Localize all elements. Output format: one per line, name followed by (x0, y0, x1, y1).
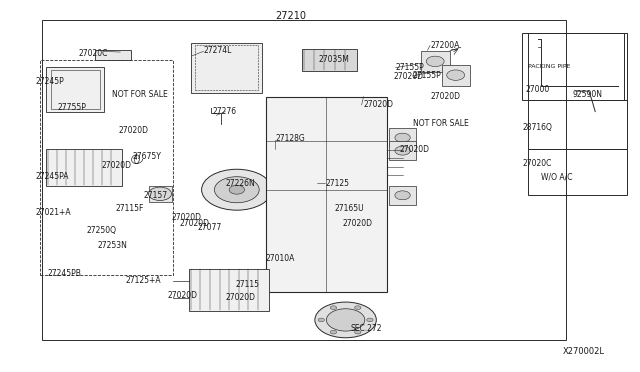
Bar (528, 100, 627, 149)
Bar (528, 33, 624, 100)
Text: 27274L: 27274L (204, 46, 232, 55)
Circle shape (355, 306, 361, 310)
Bar (191, 43, 262, 93)
Text: 27000: 27000 (525, 85, 550, 94)
Circle shape (395, 133, 410, 142)
Bar (522, 33, 627, 100)
Text: 27155P: 27155P (413, 71, 442, 80)
Text: 27035M: 27035M (319, 55, 349, 64)
Text: 27020C: 27020C (78, 49, 108, 58)
Text: X270002L: X270002L (563, 347, 605, 356)
Text: PACKING PIPE: PACKING PIPE (528, 64, 570, 70)
Text: 27128G: 27128G (275, 134, 305, 143)
Circle shape (318, 318, 324, 322)
Bar (95, 50, 131, 60)
Text: 27020D: 27020D (342, 219, 372, 228)
Text: 27165U: 27165U (334, 204, 364, 213)
Circle shape (148, 187, 172, 201)
Bar (46, 149, 122, 186)
Bar (195, 45, 258, 90)
Bar (266, 97, 387, 292)
Circle shape (315, 302, 376, 338)
Text: 27200A: 27200A (430, 41, 460, 50)
Text: 27115: 27115 (236, 280, 260, 289)
Bar (302, 49, 357, 71)
Text: 27675Y: 27675Y (132, 152, 161, 161)
Circle shape (447, 70, 465, 80)
Text: SEC.272: SEC.272 (350, 324, 382, 333)
Circle shape (367, 318, 373, 322)
Bar (389, 186, 416, 205)
Circle shape (214, 177, 259, 203)
Bar (442, 65, 470, 86)
Text: 27253N: 27253N (97, 241, 127, 250)
Text: 92590N: 92590N (573, 90, 603, 99)
Text: 27021+A: 27021+A (35, 208, 71, 217)
Bar (42, 20, 566, 340)
Circle shape (326, 309, 365, 331)
Circle shape (202, 169, 272, 210)
Text: 27755P: 27755P (58, 103, 86, 112)
Circle shape (426, 56, 444, 67)
Text: 27020D: 27020D (394, 72, 424, 81)
Circle shape (330, 306, 337, 310)
Text: 27245PA: 27245PA (35, 172, 68, 181)
Text: 27020D: 27020D (172, 213, 202, 222)
Bar (149, 186, 172, 202)
Circle shape (395, 146, 410, 155)
Text: 27020D: 27020D (179, 219, 209, 228)
Text: 27245PB: 27245PB (48, 269, 82, 278)
Bar (389, 128, 416, 147)
Text: 27020D: 27020D (400, 145, 430, 154)
Bar (421, 51, 450, 72)
Text: 27020D: 27020D (225, 293, 255, 302)
Text: 27010A: 27010A (266, 254, 295, 263)
Text: 27020D: 27020D (430, 92, 460, 101)
Text: 27020D: 27020D (364, 100, 394, 109)
Text: 27245P: 27245P (35, 77, 64, 86)
Text: 27020D: 27020D (101, 161, 131, 170)
Text: 27276: 27276 (212, 107, 237, 116)
Text: NOT FOR SALE: NOT FOR SALE (112, 90, 168, 99)
Bar (189, 269, 269, 311)
Text: 27226N: 27226N (225, 179, 255, 187)
Bar (528, 149, 627, 195)
Bar (51, 70, 100, 109)
Text: 27250Q: 27250Q (86, 226, 116, 235)
Text: 27157: 27157 (144, 191, 168, 200)
Bar (389, 141, 416, 160)
Text: NOT FOR SALE: NOT FOR SALE (413, 119, 468, 128)
Circle shape (229, 185, 244, 194)
Text: 27020D: 27020D (168, 291, 198, 300)
Text: W/O A/C: W/O A/C (541, 172, 573, 181)
Text: 27020D: 27020D (118, 126, 148, 135)
Text: 27155P: 27155P (396, 63, 424, 72)
Text: 28716Q: 28716Q (523, 123, 552, 132)
Bar (46, 67, 104, 112)
Circle shape (355, 330, 361, 334)
Text: 27210: 27210 (276, 11, 307, 20)
Bar (40, 60, 173, 275)
Text: 27077: 27077 (197, 223, 221, 232)
Circle shape (395, 191, 410, 200)
Text: 27125+A: 27125+A (125, 276, 161, 285)
Text: 27020C: 27020C (523, 159, 552, 168)
Circle shape (330, 330, 337, 334)
Text: 27115F: 27115F (115, 204, 143, 213)
Text: 27125: 27125 (325, 179, 349, 187)
